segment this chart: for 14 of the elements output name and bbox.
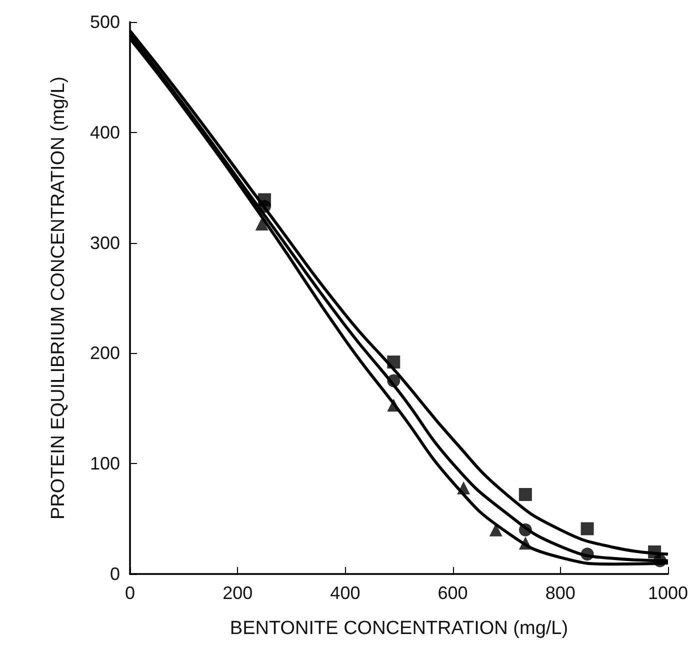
x-tick-label: 0 — [124, 583, 136, 603]
y-axis-title: PROTEIN EQUILIBRIUM CONCENTRATION (mg/L) — [48, 76, 69, 520]
x-tick-label: 400 — [330, 583, 360, 603]
y-tick-label: 200 — [90, 343, 120, 364]
y-tick-label: 0 — [110, 564, 120, 584]
y-tick-label: 500 — [90, 12, 120, 32]
x-axis-title: BENTONITE CONCENTRATION (mg/L) — [230, 618, 568, 639]
y-tick-label: 300 — [90, 232, 120, 253]
y-tick-label: 400 — [90, 122, 120, 142]
x-tick-label: 200 — [222, 583, 253, 603]
y-tick-label: 100 — [90, 454, 120, 474]
x-tick-label: 1000 — [648, 583, 688, 603]
x-tick-label: 800 — [545, 583, 576, 603]
x-tick-label: 600 — [438, 583, 468, 603]
